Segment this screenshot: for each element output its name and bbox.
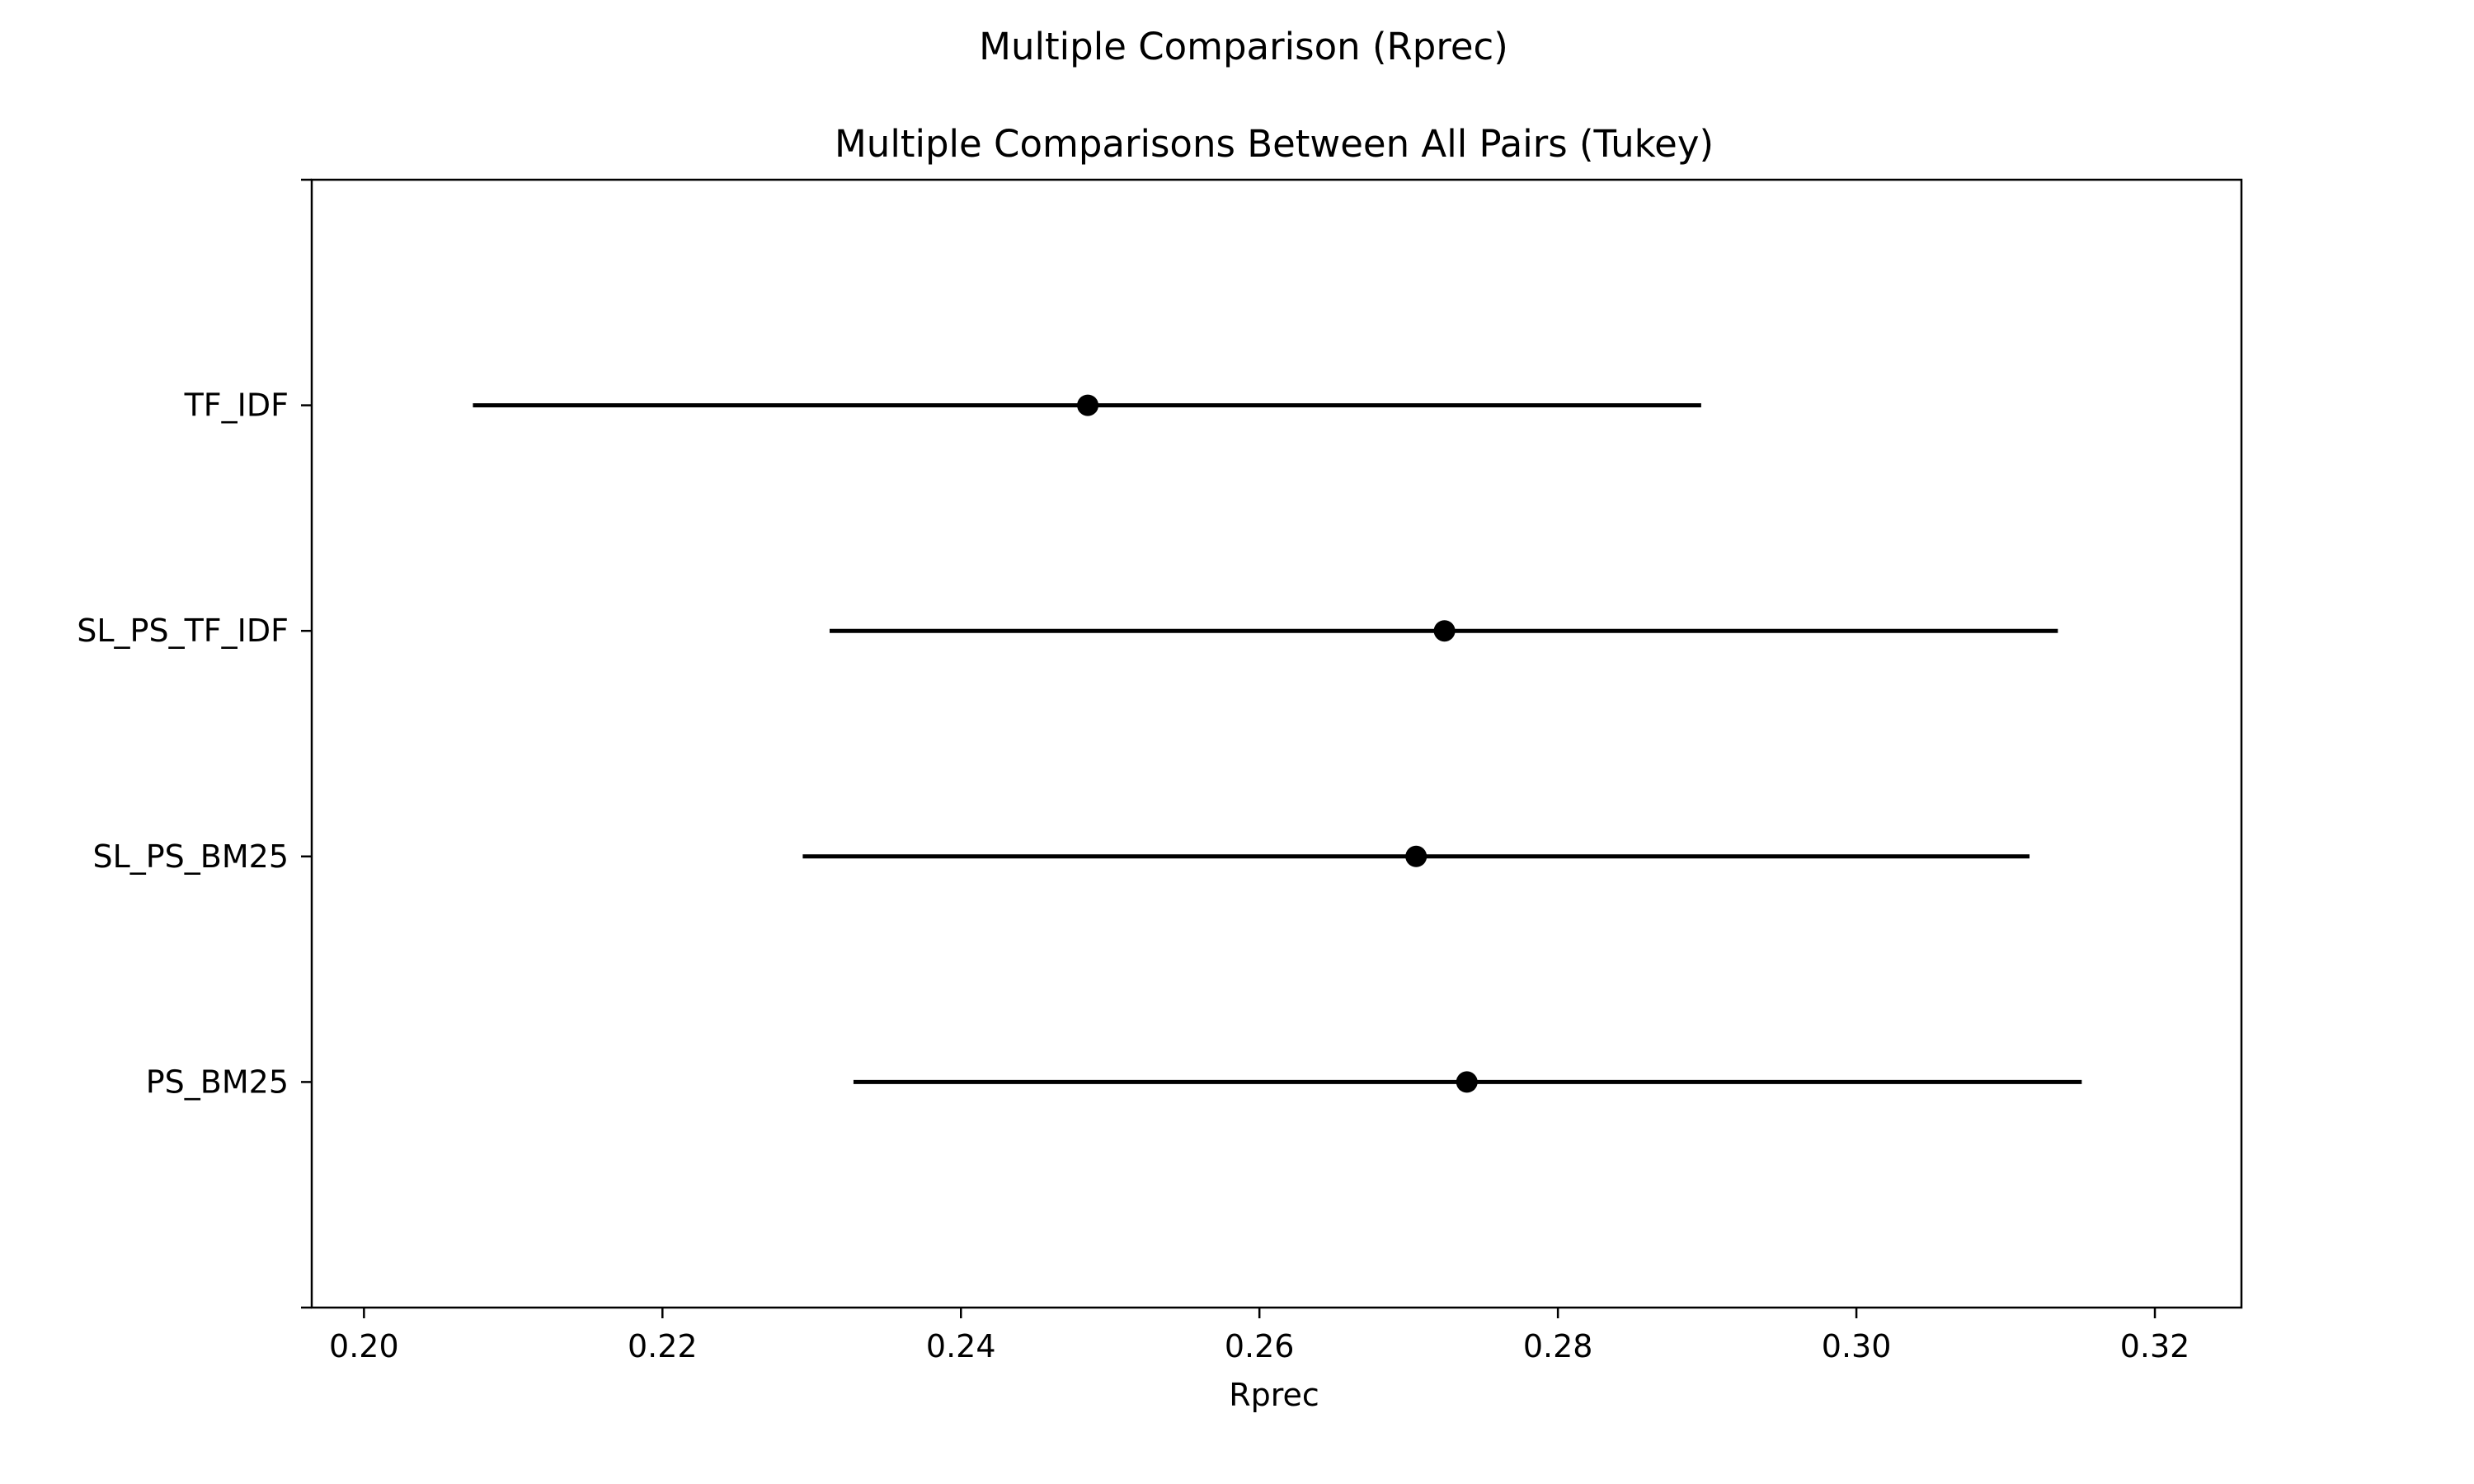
y-tick-label: SL_PS_BM25 — [92, 838, 289, 875]
x-tick-label: 0.26 — [1225, 1328, 1295, 1364]
x-tick-label: 0.32 — [2120, 1328, 2190, 1364]
x-tick-label: 0.20 — [329, 1328, 399, 1364]
plot-frame — [310, 178, 2243, 1309]
x-tick-label: 0.24 — [926, 1328, 996, 1364]
mean-marker — [1405, 845, 1427, 867]
y-tick-label: TF_IDF — [184, 387, 289, 424]
x-axis-label: Rprec — [1229, 1377, 1319, 1413]
x-tick-label: 0.22 — [628, 1328, 698, 1364]
chart-suptitle: Multiple Comparison (Rprec) — [979, 25, 1508, 68]
x-tick-label: 0.30 — [1822, 1328, 1892, 1364]
chart-title: Multiple Comparisons Between All Pairs (… — [835, 122, 1714, 166]
mean-marker — [1433, 620, 1456, 642]
mean-marker — [1077, 394, 1099, 416]
y-tick-label: SL_PS_TF_IDF — [77, 613, 289, 649]
plot-area: 0.20 0.22 0.24 0.26 0.28 0.30 0.32 TF_IDF SL_PS_… — [77, 178, 2243, 1364]
mean-marker — [1456, 1071, 1478, 1093]
y-tick-label: PS_BM25 — [146, 1064, 289, 1100]
x-tick-label: 0.28 — [1523, 1328, 1593, 1364]
